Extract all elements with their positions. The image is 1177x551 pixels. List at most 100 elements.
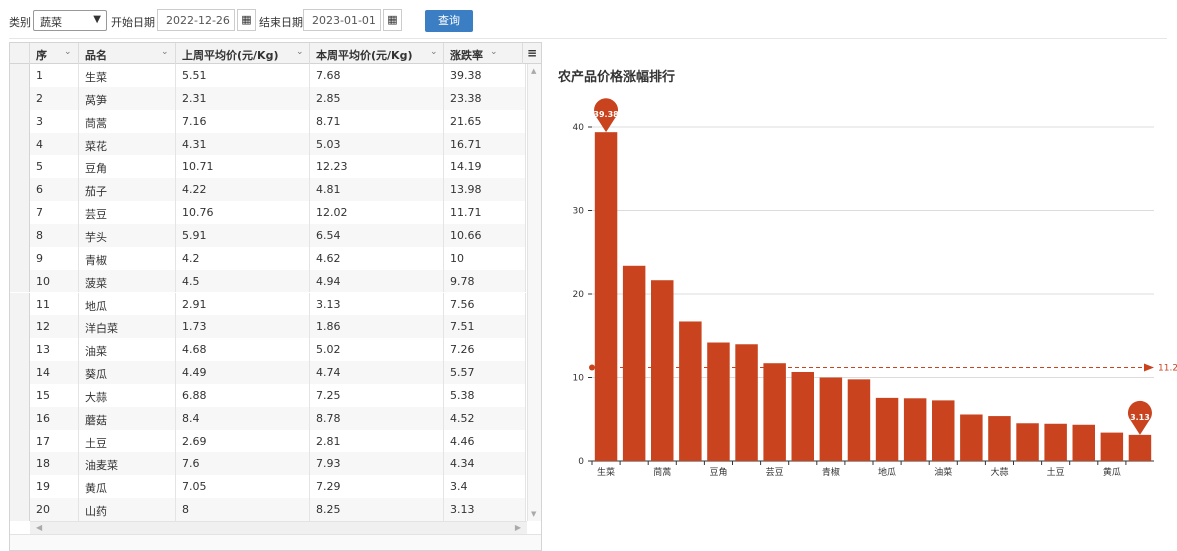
marker-pin — [594, 98, 619, 133]
sort-chevron-icon[interactable]: ⌄ — [64, 47, 72, 57]
cell-this-week: 2.85 — [310, 86, 444, 110]
cell-last-week: 4.31 — [176, 132, 310, 156]
cell-index: 9 — [30, 246, 79, 270]
y-tick-label: 40 — [573, 123, 585, 133]
row-header[interactable] — [10, 109, 30, 133]
column-menu-icon[interactable]: ≡ — [526, 46, 538, 60]
marker-pin-label: 3.13 — [1130, 413, 1150, 422]
table-row[interactable]: 17 土豆 2.69 2.81 4.46 — [10, 429, 526, 453]
start-calendar-icon[interactable]: ▦ — [237, 9, 256, 31]
sort-chevron-icon[interactable]: ⌄ — [430, 47, 438, 57]
table-row[interactable]: 4 菜花 4.31 5.03 16.71 — [10, 132, 526, 156]
cell-change: 16.71 — [444, 132, 526, 156]
sort-chevron-icon[interactable]: ⌄ — [490, 47, 498, 57]
x-tick-label: 芸豆 — [766, 466, 784, 478]
row-header-corner — [10, 43, 30, 64]
scroll-up-icon[interactable]: ▲ — [531, 67, 537, 75]
table-row[interactable]: 8 芋头 5.91 6.54 10.66 — [10, 223, 526, 247]
row-header[interactable] — [10, 178, 30, 202]
cell-last-week: 8 — [176, 498, 310, 521]
col-header-name[interactable]: 品名 ⌄ — [79, 43, 176, 64]
x-tick-label: 油菜 — [934, 466, 952, 478]
cell-this-week: 12.23 — [310, 155, 444, 179]
start-date-input[interactable]: 2022-12-26 — [157, 9, 235, 31]
row-header[interactable] — [10, 315, 30, 339]
cell-index: 10 — [30, 269, 79, 293]
table-row[interactable]: 16 蘑菇 8.4 8.78 4.52 — [10, 406, 526, 430]
cell-this-week: 7.25 — [310, 383, 444, 407]
cell-index: 12 — [30, 315, 79, 339]
cell-change: 13.98 — [444, 178, 526, 202]
row-header[interactable] — [10, 223, 30, 247]
cell-last-week: 8.4 — [176, 406, 310, 430]
row-header[interactable] — [10, 429, 30, 453]
table-row[interactable]: 11 地瓜 2.91 3.13 7.56 — [10, 292, 526, 316]
bar — [707, 342, 730, 461]
table-row[interactable]: 13 油菜 4.68 5.02 7.26 — [10, 338, 526, 362]
category-select[interactable]: 蔬菜 ▼ — [33, 10, 107, 31]
table-row[interactable]: 5 豆角 10.71 12.23 14.19 — [10, 155, 526, 179]
row-header[interactable] — [10, 155, 30, 179]
table-row[interactable]: 15 大蒜 6.88 7.25 5.38 — [10, 383, 526, 407]
cell-index: 5 — [30, 155, 79, 179]
row-header[interactable] — [10, 383, 30, 407]
col-header-last-week[interactable]: 上周平均价(元/Kg) ⌄ — [176, 43, 310, 64]
row-header[interactable] — [10, 246, 30, 270]
cell-last-week: 2.91 — [176, 292, 310, 316]
grid-body: 1 生菜 5.51 7.68 39.38 2 莴笋 2.31 2.85 23.38 3 茼蒿 7.16 8… — [10, 64, 541, 521]
row-header[interactable] — [10, 406, 30, 430]
row-header[interactable] — [10, 86, 30, 110]
row-header[interactable] — [10, 475, 30, 499]
table-row[interactable]: 9 青椒 4.2 4.62 10 — [10, 246, 526, 270]
row-header[interactable] — [10, 338, 30, 362]
table-row[interactable]: 19 黄瓜 7.05 7.29 3.4 — [10, 475, 526, 499]
row-header[interactable] — [10, 201, 30, 224]
cell-name: 茼蒿 — [79, 109, 176, 133]
row-header[interactable] — [10, 452, 30, 476]
table-row[interactable]: 7 芸豆 10.76 12.02 11.71 — [10, 201, 526, 224]
scroll-down-icon[interactable]: ▼ — [531, 510, 537, 518]
table-row[interactable]: 10 菠菜 4.5 4.94 9.78 — [10, 269, 526, 293]
col-header-index[interactable]: 序 ⌄ — [30, 43, 79, 64]
cell-name: 青椒 — [79, 246, 176, 270]
sort-chevron-icon[interactable]: ⌄ — [296, 47, 304, 57]
x-tick-label: 茼蒿 — [653, 466, 671, 478]
cell-last-week: 4.22 — [176, 178, 310, 202]
sort-chevron-icon[interactable]: ⌄ — [161, 47, 169, 57]
cell-index: 20 — [30, 498, 79, 521]
table-row[interactable]: 1 生菜 5.51 7.68 39.38 — [10, 64, 526, 87]
bar — [847, 379, 871, 461]
end-date-input[interactable]: 2023-01-01 — [303, 9, 381, 31]
row-header[interactable] — [10, 132, 30, 156]
query-button[interactable]: 查询 — [425, 10, 473, 32]
table-row[interactable]: 12 洋白菜 1.73 1.86 7.51 — [10, 315, 526, 339]
table-row[interactable]: 2 莴笋 2.31 2.85 23.38 — [10, 86, 526, 110]
bar — [735, 344, 758, 461]
table-row[interactable]: 18 油麦菜 7.6 7.93 4.34 — [10, 452, 526, 476]
bar — [679, 321, 702, 461]
table-row[interactable]: 6 茄子 4.22 4.81 13.98 — [10, 178, 526, 202]
end-calendar-icon[interactable]: ▦ — [383, 9, 402, 31]
scroll-right-icon[interactable]: ▶ — [514, 523, 521, 532]
cell-index: 1 — [30, 64, 79, 87]
chevron-down-icon: ▼ — [93, 14, 101, 25]
row-header[interactable] — [10, 292, 30, 316]
table-row[interactable]: 20 山药 8 8.25 3.13 — [10, 498, 526, 521]
row-header[interactable] — [10, 269, 30, 293]
row-header[interactable] — [10, 498, 30, 521]
col-header-this-week[interactable]: 本周平均价(元/Kg) ⌄ — [310, 43, 444, 64]
cell-this-week: 7.93 — [310, 452, 444, 476]
table-row[interactable]: 3 茼蒿 7.16 8.71 21.65 — [10, 109, 526, 133]
cell-this-week: 4.74 — [310, 361, 444, 384]
row-header[interactable] — [10, 64, 30, 87]
bar — [1044, 423, 1067, 461]
col-header-change[interactable]: 涨跌率 ⌄ — [444, 43, 523, 64]
scroll-left-icon[interactable]: ◀ — [36, 523, 43, 532]
horizontal-scrollbar[interactable]: ◀ ▶ — [30, 521, 527, 534]
row-header[interactable] — [10, 361, 30, 384]
cell-index: 17 — [30, 429, 79, 453]
vertical-scrollbar[interactable]: ▲ ▼ — [527, 64, 541, 521]
col-header-name-label: 品名 — [85, 49, 107, 62]
table-row[interactable]: 14 葵瓜 4.49 4.74 5.57 — [10, 361, 526, 384]
cell-this-week: 4.62 — [310, 246, 444, 270]
